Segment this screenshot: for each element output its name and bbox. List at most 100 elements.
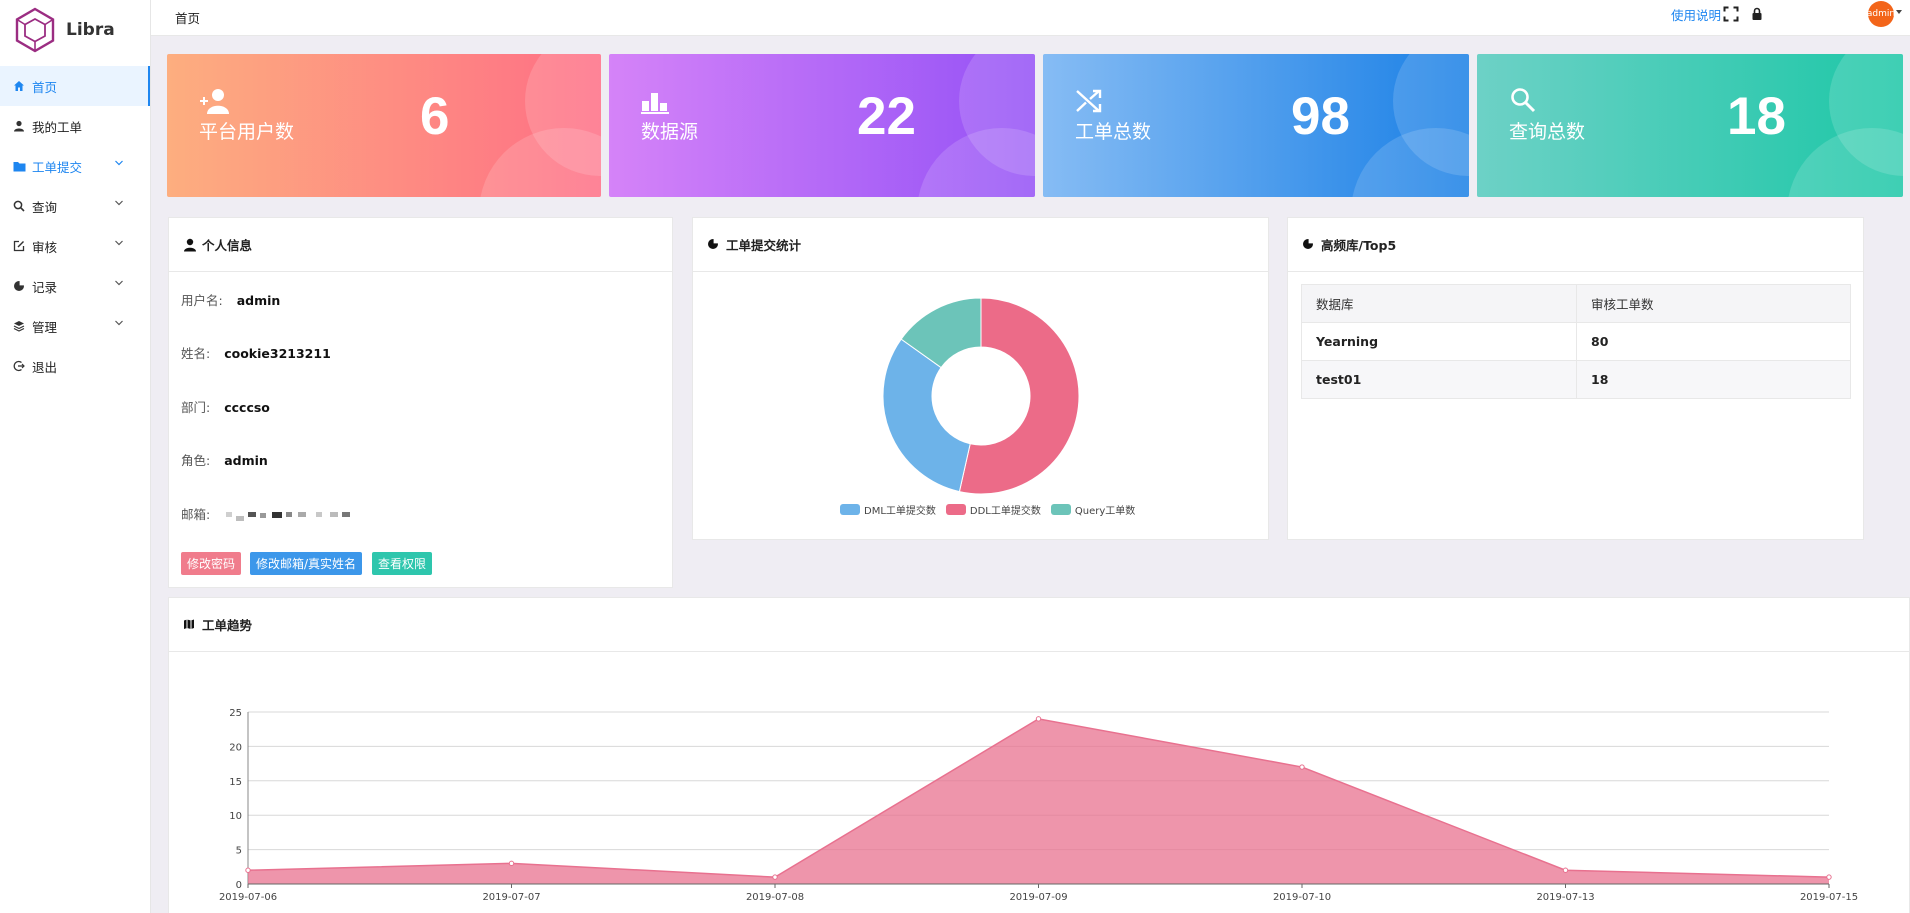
table-row[interactable]: test01 18 (1301, 360, 1851, 399)
legend-swatch (945, 504, 966, 515)
breadcrumb[interactable]: 首页 (175, 11, 201, 26)
folder-icon (12, 159, 26, 173)
field-value: admin (224, 453, 268, 468)
x-tick-label: 2019-07-15 (1800, 892, 1858, 903)
top5-table: 数据库 审核工单数 Yearning 80 test01 18 (1301, 284, 1851, 399)
sidebar-item-submit-order[interactable]: 工单提交 (0, 146, 150, 186)
sidebar-item-my-orders[interactable]: 我的工单 (0, 106, 150, 146)
x-tick-label: 2019-07-07 (482, 892, 540, 903)
data-point (508, 860, 515, 867)
x-tick-label: 2019-07-13 (1536, 892, 1594, 903)
legend-swatch (840, 504, 860, 515)
data-point (772, 874, 778, 880)
donut-slice (882, 338, 971, 493)
order-trend-chart: 0 5 10 15 20 25 2019-07-06 2019-07-07 2019-07-08… (219, 708, 1858, 903)
decor-circle (917, 128, 1035, 197)
profile-name-row: 姓名: cookie3213211 (181, 343, 331, 362)
sidebar-item-label: 我的工单 (32, 119, 83, 135)
profile-role-row: 角色: admin (181, 450, 268, 469)
fullscreen-icon[interactable] (1723, 6, 1739, 22)
legend-label[interactable]: DDL工单提交数 (969, 506, 1041, 517)
caret-down-icon[interactable] (1896, 10, 1902, 14)
x-tick-label: 2019-07-06 (219, 892, 277, 903)
data-point (1035, 716, 1042, 722)
chevron-down-icon (115, 320, 123, 326)
sidebar-item-query[interactable]: 查询 (0, 186, 150, 226)
sidebar-item-label: 工单提交 (32, 159, 83, 175)
stat-value: 18 (1727, 87, 1786, 146)
pie-icon (12, 279, 26, 293)
panel-header: 工单趋势 (169, 598, 1909, 652)
table-row[interactable]: Yearning 80 (1301, 322, 1851, 361)
shuffle-icon (1076, 89, 1102, 113)
profile-email-row: 邮箱: (181, 504, 364, 523)
table-header-row: 数据库 审核工单数 (1301, 284, 1851, 323)
chevron-down-icon (115, 280, 123, 286)
field-value: ccccso (224, 400, 270, 415)
legend-label[interactable]: DML工单提交数 (864, 506, 936, 517)
profile-username-row: 用户名: admin (181, 290, 280, 309)
stat-card-datasources: 数据源 22 (609, 54, 1035, 197)
stat-label: 数据源 (641, 121, 699, 143)
column-header: 审核工单数 (1576, 284, 1851, 323)
submit-stats-panel: 工单提交统计 (692, 217, 1269, 540)
donut-slice (958, 297, 1080, 495)
donut-legend: DML工单提交数 DDL工单提交数 Query工单数 (840, 502, 1135, 517)
panel-title: 高频库/Top5 (1321, 238, 1397, 253)
user-icon (12, 119, 26, 133)
sidebar-item-records[interactable]: 记录 (0, 266, 150, 306)
stat-value: 6 (420, 87, 450, 146)
field-value: admin (236, 293, 281, 308)
stat-card-users: 平台用户数 6 (167, 54, 601, 197)
sidebar-item-label: 管理 (32, 319, 58, 335)
search-icon (1511, 88, 1536, 113)
legend-label[interactable]: Query工单数 (1074, 506, 1136, 517)
y-tick-label: 25 (229, 708, 242, 719)
stat-label: 工单总数 (1075, 121, 1152, 143)
table-cell: test01 (1301, 360, 1577, 399)
stat-label: 查询总数 (1509, 121, 1586, 143)
y-tick-label: 10 (229, 811, 242, 822)
edit-icon (12, 239, 26, 253)
panel-title: 工单趋势 (202, 618, 253, 633)
layers-icon (12, 319, 26, 333)
pie-icon (707, 237, 721, 252)
chevron-down-icon (115, 160, 123, 166)
field-label: 部门: (181, 400, 211, 415)
field-label: 邮箱: (181, 507, 211, 522)
sidebar-item-audit[interactable]: 审核 (0, 226, 150, 266)
y-tick-label: 0 (236, 880, 242, 891)
y-tick-label: 15 (229, 777, 242, 788)
sidebar: Libra 首页 我的工单 工单提交 查询 审核 记录 (0, 0, 151, 913)
edit-email-name-button[interactable]: 修改邮箱/真实姓名 (250, 552, 363, 575)
field-value: cookie3213211 (224, 346, 331, 361)
view-permissions-button[interactable]: 查看权限 (372, 552, 433, 575)
field-label: 用户名: (181, 293, 223, 308)
sidebar-item-home[interactable]: 首页 (0, 66, 150, 106)
add-user-icon (200, 89, 229, 114)
sidebar-item-manage[interactable]: 管理 (0, 306, 150, 346)
avatar[interactable]: admin (1868, 1, 1894, 27)
map-icon (183, 618, 197, 632)
sidebar-item-logout[interactable]: 退出 (0, 346, 150, 386)
donut-slice (900, 297, 982, 369)
data-point (1562, 867, 1569, 873)
panel-title: 个人信息 (202, 238, 253, 253)
column-header: 数据库 (1301, 284, 1577, 323)
lock-icon[interactable] (1749, 6, 1765, 22)
decor-circle (479, 128, 601, 197)
sidebar-menu: 首页 我的工单 工单提交 查询 审核 记录 管理 (0, 66, 150, 386)
x-tick-label: 2019-07-09 (1009, 892, 1067, 903)
data-point (1826, 874, 1832, 880)
help-link[interactable]: 使用说明 (1671, 8, 1722, 23)
logo[interactable]: Libra (0, 0, 150, 60)
legend-swatch (1050, 504, 1071, 515)
top-header: 首页 使用说明 admin (151, 0, 1910, 36)
sidebar-item-label: 记录 (32, 279, 58, 295)
table-cell: 80 (1576, 322, 1851, 361)
user-icon (183, 238, 197, 252)
order-donut-chart (882, 297, 1080, 495)
change-password-button[interactable]: 修改密码 (181, 552, 242, 575)
table-cell: 18 (1576, 360, 1851, 399)
chevron-down-icon (115, 240, 123, 246)
